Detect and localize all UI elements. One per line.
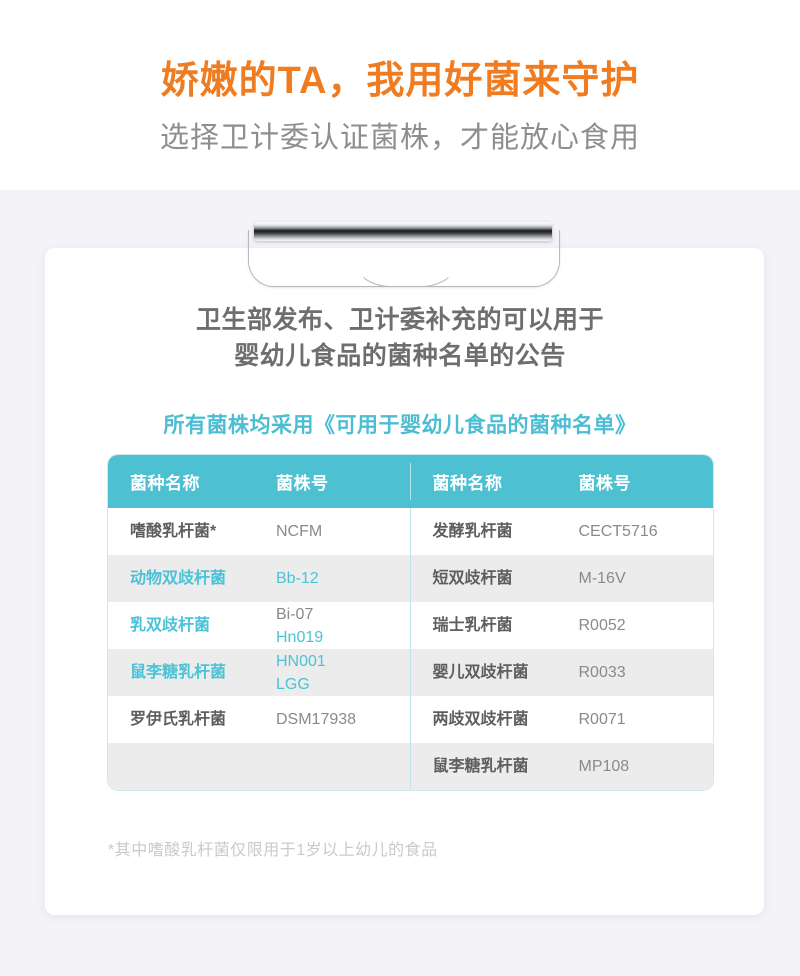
cell-strain-name: 动物双歧杆菌: [130, 570, 227, 587]
list-subtitle: 所有菌株均采用《可用于婴幼儿食品的菌种名单》: [163, 414, 637, 437]
table-body: 嗜酸乳杆菌* NCFM 发酵乳杆菌 CECT5716 动物双歧杆菌 Bb-12 短双歧杆菌 M…: [108, 508, 713, 790]
strain-code-line: Hn019: [276, 628, 324, 646]
cell-strain-name: 瑞士乳杆菌: [432, 617, 513, 634]
strain-code-line: MP108: [578, 758, 630, 775]
strain-code-line: R0071: [578, 711, 626, 728]
strain-code-line: Bb-12: [276, 570, 319, 587]
header-band: 娇嫩的TA，我用好菌来守护 选择卫计委认证菌株，才能放心食用: [0, 0, 800, 190]
strain-code-line: NCFM: [276, 523, 323, 540]
cell-strain-name: 发酵乳杆菌: [432, 523, 513, 540]
table-row: 动物双歧杆菌 Bb-12 短双歧杆菌 M-16V: [108, 555, 713, 602]
cell-strain-code: R0071: [579, 708, 709, 731]
strain-code-line: R0052: [578, 617, 626, 634]
cell-strain-code: NCFM: [276, 520, 406, 543]
table-row: 罗伊氏乳杆菌 DSM17938 两歧双歧杆菌 R0071: [108, 696, 713, 743]
table-header-left-group: 菌种名称 菌株号: [108, 455, 411, 508]
cell-strain-code: R0052: [579, 614, 709, 637]
cell-strain-code: CECT5716: [579, 520, 709, 543]
table-cell-group-left: 乳双歧杆菌 Bi-07 Hn019: [108, 602, 411, 649]
table-row: 嗜酸乳杆菌* NCFM 发酵乳杆菌 CECT5716: [108, 508, 713, 555]
table-cell-group-right: 发酵乳杆菌 CECT5716: [411, 508, 714, 555]
cell-strain-name: 两歧双歧杆菌: [432, 711, 529, 728]
table-footnote: *其中嗜酸乳杆菌仅限用于1岁以上幼儿的食品: [108, 842, 438, 859]
column-header-name-left: 菌种名称: [130, 474, 200, 493]
column-header-code-right: 菌株号: [578, 474, 631, 493]
table-cell-group-left: 鼠李糖乳杆菌 HN001 LGG: [108, 649, 411, 696]
cell-strain-code: HN001 LGG: [276, 650, 406, 696]
cell-strain-name: 乳双歧杆菌: [130, 617, 211, 634]
column-header-name-right: 菌种名称: [432, 474, 503, 493]
table-header-row: 菌种名称 菌株号 菌种名称 菌株号: [108, 455, 713, 508]
strain-code-line: Bi-07: [276, 605, 314, 623]
cell-strain-name: 鼠李糖乳杆菌: [130, 664, 227, 681]
table-cell-group-right: 鼠李糖乳杆菌 MP108: [411, 743, 714, 790]
cell-strain-code: R0033: [579, 661, 709, 684]
cell-strain-code: MP108: [579, 755, 709, 778]
strain-code-line: DSM17938: [276, 711, 357, 728]
table-cell-group-right: 短双歧杆菌 M-16V: [411, 555, 714, 602]
table-row: 乳双歧杆菌 Bi-07 Hn019 瑞士乳杆菌 R0052: [108, 602, 713, 649]
strain-code-line: HN001: [276, 652, 326, 670]
table-header-right-group: 菌种名称 菌株号: [411, 455, 714, 508]
table-cell-group-right: 婴儿双歧杆菌 R0033: [411, 649, 714, 696]
cell-strain-name: 罗伊氏乳杆菌: [130, 711, 227, 728]
table-cell-group-right: 瑞士乳杆菌 R0052: [411, 602, 714, 649]
table-cell-group-left: [108, 743, 411, 790]
page-headline: 娇嫩的TA，我用好菌来守护: [160, 60, 640, 102]
table-row: 鼠李糖乳杆菌 HN001 LGG 婴儿双歧杆菌 R0033: [108, 649, 713, 696]
document-title-line-2: 婴幼儿食品的菌种名单的公告: [234, 342, 566, 370]
cell-strain-code: DSM17938: [276, 708, 406, 731]
strain-table: 菌种名称 菌株号 菌种名称 菌株号 嗜酸乳杆菌* NCFM 发酵乳杆菌 CECT571…: [108, 455, 713, 790]
cell-strain-name: 短双歧杆菌: [432, 570, 513, 587]
cell-strain-code: Bb-12: [276, 567, 406, 590]
cell-strain-name: 婴儿双歧杆菌: [432, 664, 529, 681]
cell-strain-name: 嗜酸乳杆菌*: [130, 523, 217, 540]
table-cell-group-right: 两歧双歧杆菌 R0071: [411, 696, 714, 743]
table-cell-group-left: 动物双歧杆菌 Bb-12: [108, 555, 411, 602]
strain-code-line: R0033: [578, 664, 626, 681]
cell-strain-name: 鼠李糖乳杆菌: [432, 758, 529, 775]
strain-code-line: M-16V: [578, 570, 626, 587]
document-title-line-1: 卫生部发布、卫计委补充的可以用于: [195, 306, 604, 334]
column-header-code-left: 菌株号: [276, 474, 329, 493]
cell-strain-code: Bi-07 Hn019: [276, 603, 406, 649]
cell-strain-code: M-16V: [579, 567, 709, 590]
strain-code-line: CECT5716: [578, 523, 658, 540]
strain-code-line: LGG: [276, 675, 310, 693]
table-cell-group-left: 嗜酸乳杆菌* NCFM: [108, 508, 411, 555]
page-subheadline: 选择卫计委认证菌株，才能放心食用: [159, 122, 640, 154]
document-title: 卫生部发布、卫计委补充的可以用于 婴幼儿食品的菌种名单的公告: [0, 302, 800, 374]
table-row: 鼠李糖乳杆菌 MP108: [108, 743, 713, 790]
table-cell-group-left: 罗伊氏乳杆菌 DSM17938: [108, 696, 411, 743]
